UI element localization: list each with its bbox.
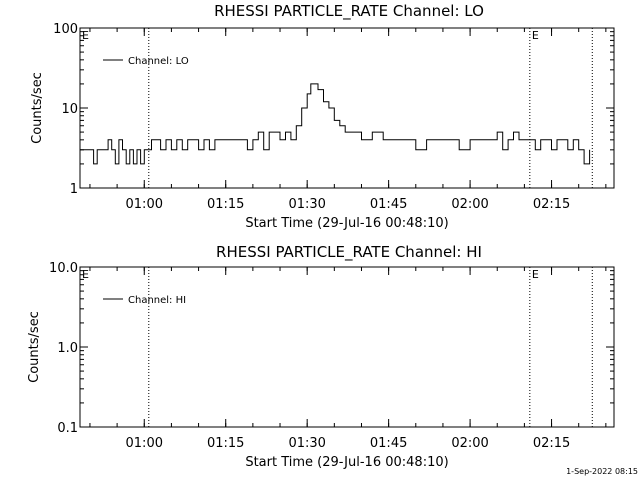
y-tick-label: 0.1: [57, 421, 78, 436]
x-tick-label: 01:15: [207, 197, 244, 212]
x-axis-label: Start Time (29-Jul-16 00:48:10): [245, 216, 448, 231]
y-tick-label: 10.0: [49, 261, 78, 276]
chart-panel-hi: RHESSI PARTICLE_RATE Channel: HI Counts/…: [27, 243, 615, 470]
event-marker-label: E: [82, 29, 89, 42]
x-tick-label: 01:45: [370, 197, 407, 212]
y-axis-label: Counts/sec: [30, 72, 45, 144]
x-tick-label: 02:00: [451, 436, 488, 451]
x-tick-label: 01:30: [288, 436, 325, 451]
x-tick-label: 02:15: [533, 197, 570, 212]
x-tick-label: 02:15: [533, 436, 570, 451]
x-axis-ticks: 01:00 01:15 01:30 01:45 02:00 02:15: [89, 267, 607, 451]
x-tick-label: 01:00: [126, 197, 163, 212]
event-marker-label: E: [532, 268, 539, 281]
legend: Channel: HI: [103, 295, 186, 306]
legend-entry: Channel: LO: [128, 56, 189, 67]
legend: Channel: LO: [103, 56, 189, 67]
vertical-markers: [148, 267, 593, 427]
chart-panel-lo: RHESSI PARTICLE_RATE Channel: LO Counts/…: [30, 2, 615, 231]
chart-title: RHESSI PARTICLE_RATE Channel: LO: [214, 2, 484, 21]
x-tick-label: 01:30: [288, 197, 325, 212]
event-marker-label: E: [82, 268, 89, 281]
plot-frame: [79, 266, 615, 428]
x-tick-label: 01:45: [370, 436, 407, 451]
data-series: [80, 83, 591, 165]
y-axis-ticks: 0.1 1.0 10.0: [49, 261, 614, 436]
y-tick-label: 1.0: [57, 341, 78, 356]
event-marker-label: E: [532, 29, 539, 42]
vertical-markers: [148, 28, 593, 188]
x-tick-label: 02:00: [451, 197, 488, 212]
series-line: [80, 83, 591, 165]
y-tick-label: 1: [70, 182, 78, 197]
plot-frame: [79, 27, 615, 189]
y-axis-label: Counts/sec: [27, 311, 42, 383]
chart-title: RHESSI PARTICLE_RATE Channel: HI: [216, 243, 482, 262]
legend-entry: Channel: HI: [128, 295, 186, 306]
footer-timestamp: 1-Sep-2022 08:15: [566, 467, 638, 476]
y-tick-label: 100: [53, 22, 78, 37]
x-tick-label: 01:15: [207, 436, 244, 451]
y-tick-label: 10: [61, 102, 78, 117]
x-axis-ticks: 01:00 01:15 01:30 01:45 02:00 02:15: [89, 28, 607, 212]
x-tick-label: 01:00: [126, 436, 163, 451]
x-axis-label: Start Time (29-Jul-16 00:48:10): [245, 455, 448, 470]
